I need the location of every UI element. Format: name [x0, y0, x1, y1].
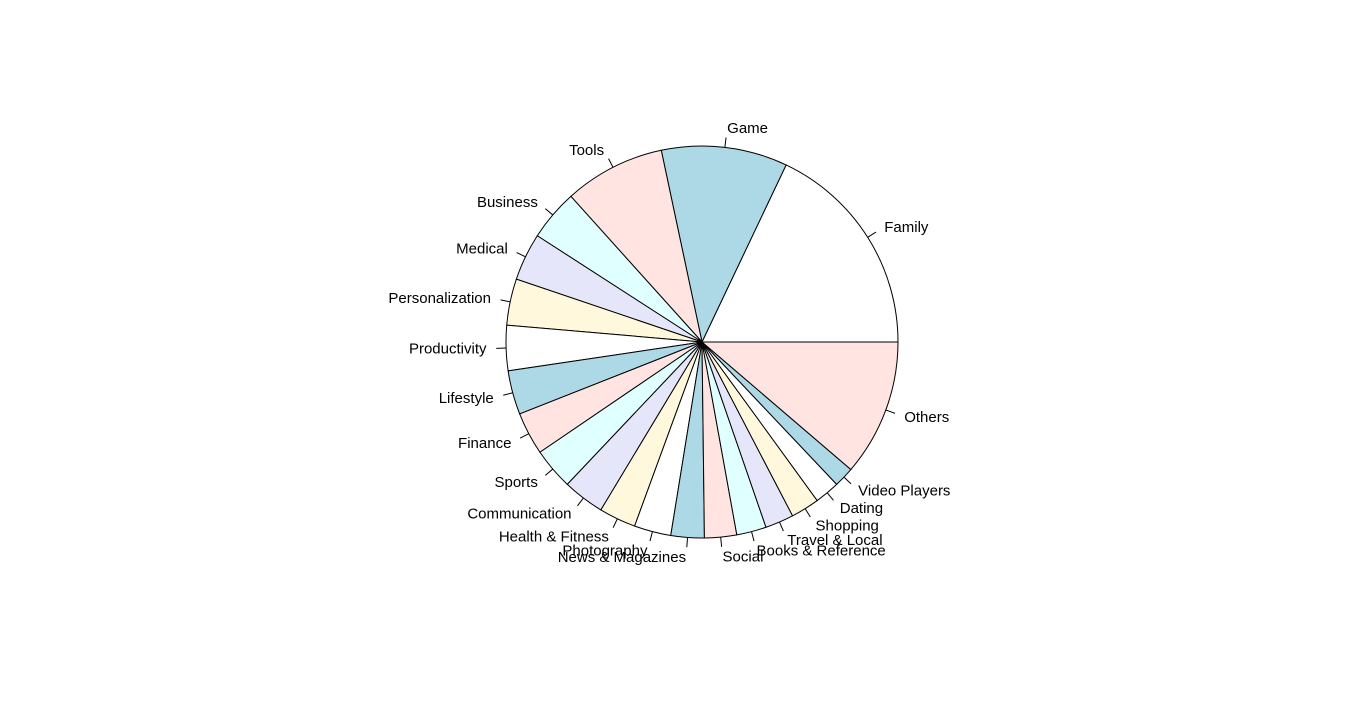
pie-tick-sports — [544, 468, 554, 476]
pie-label-personalization: Personalization — [388, 290, 491, 307]
pie-slices — [505, 145, 899, 539]
pie-label-tools: Tools — [569, 142, 604, 159]
pie-label-shopping: Shopping — [816, 517, 879, 534]
pie-tick-shopping — [804, 508, 811, 518]
pie-labels: Family Game Tools Business Medical Personaliz… — [388, 120, 950, 566]
pie-slice-tools — [570, 149, 703, 344]
pie-tick-medical — [516, 252, 526, 258]
pie-slice-game — [660, 145, 787, 344]
pie-slice-family — [701, 164, 899, 343]
pie-label-books-and-reference: Books & Reference — [757, 543, 886, 560]
pie-label-game: Game — [727, 120, 768, 137]
pie-label-medical: Medical — [456, 240, 508, 257]
pie-label-communication: Communication — [467, 506, 571, 523]
pie-tick-photography — [649, 531, 653, 542]
pie-tick-video-players — [843, 476, 852, 485]
pie-tick-health-and-fitness — [612, 518, 618, 528]
pie-label-others: Others — [904, 409, 949, 426]
pie-tick-communication — [577, 497, 584, 507]
pie-label-sports: Sports — [494, 474, 537, 491]
pie-tick-others — [885, 409, 896, 414]
pie-label-photography: Photography — [562, 543, 648, 560]
pie-tick-game — [724, 137, 727, 148]
pie-label-health-and-fitness: Health & Fitness — [499, 528, 609, 545]
pie-label-productivity: Productivity — [409, 341, 487, 358]
pie-tick-news-and-magazines — [686, 537, 689, 548]
pie-label-social: Social — [723, 549, 764, 566]
pie-label-business: Business — [477, 194, 538, 211]
pie-label-lifestyle: Lifestyle — [439, 390, 494, 407]
pie-tick-tools — [608, 158, 614, 168]
pie-label-family: Family — [884, 219, 929, 236]
pie-tick-family — [867, 231, 877, 238]
pie-tick-social — [720, 537, 723, 547]
pie-tick-personalization — [500, 299, 511, 303]
pie-tick-dating — [826, 492, 834, 501]
pie-tick-business — [544, 208, 554, 216]
pie-label-travel-and-local: Travel & Local — [787, 532, 882, 549]
pie-label-video-players: Video Players — [858, 483, 950, 500]
pie-label-finance: Finance — [458, 435, 511, 452]
pie-tick-finance — [519, 433, 529, 439]
pie-label-news-and-magazines: News & Magazines — [558, 549, 686, 566]
pie-tick-books-and-reference — [751, 531, 755, 542]
pie-label-ticks — [496, 137, 896, 548]
pie-tick-travel-and-local — [779, 521, 784, 532]
pie-tick-lifestyle — [503, 392, 513, 396]
pie-label-dating: Dating — [840, 500, 883, 517]
